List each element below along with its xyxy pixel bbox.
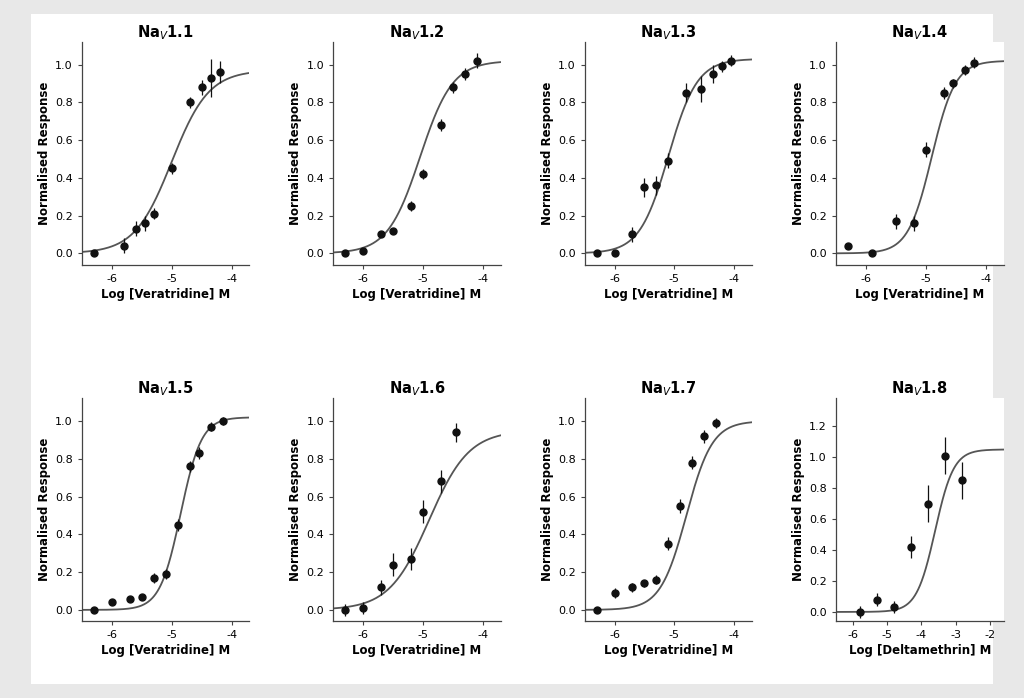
Y-axis label: Normalised Response: Normalised Response <box>541 82 554 225</box>
X-axis label: Log [Veratridine] M: Log [Veratridine] M <box>352 644 481 658</box>
Title: Na$_{V}$1.1: Na$_{V}$1.1 <box>137 23 195 42</box>
Title: Na$_{V}$1.8: Na$_{V}$1.8 <box>892 380 948 399</box>
X-axis label: Log [Veratridine] M: Log [Veratridine] M <box>101 644 230 658</box>
X-axis label: Log [Deltamethrin] M: Log [Deltamethrin] M <box>849 644 991 658</box>
Y-axis label: Normalised Response: Normalised Response <box>792 438 805 581</box>
Title: Na$_{V}$1.6: Na$_{V}$1.6 <box>389 380 445 399</box>
X-axis label: Log [Veratridine] M: Log [Veratridine] M <box>604 644 733 658</box>
X-axis label: Log [Veratridine] M: Log [Veratridine] M <box>855 288 984 301</box>
Title: Na$_{V}$1.3: Na$_{V}$1.3 <box>640 23 696 42</box>
Y-axis label: Normalised Response: Normalised Response <box>38 82 51 225</box>
Title: Na$_{V}$1.5: Na$_{V}$1.5 <box>137 380 195 399</box>
Y-axis label: Normalised Response: Normalised Response <box>38 438 51 581</box>
X-axis label: Log [Veratridine] M: Log [Veratridine] M <box>604 288 733 301</box>
X-axis label: Log [Veratridine] M: Log [Veratridine] M <box>352 288 481 301</box>
FancyBboxPatch shape <box>11 1 1013 697</box>
Title: Na$_{V}$1.4: Na$_{V}$1.4 <box>891 23 948 42</box>
Y-axis label: Normalised Response: Normalised Response <box>290 82 302 225</box>
X-axis label: Log [Veratridine] M: Log [Veratridine] M <box>101 288 230 301</box>
Title: Na$_{V}$1.2: Na$_{V}$1.2 <box>389 23 444 42</box>
Title: Na$_{V}$1.7: Na$_{V}$1.7 <box>640 380 696 399</box>
Y-axis label: Normalised Response: Normalised Response <box>290 438 302 581</box>
Y-axis label: Normalised Response: Normalised Response <box>541 438 554 581</box>
Y-axis label: Normalised Response: Normalised Response <box>792 82 805 225</box>
